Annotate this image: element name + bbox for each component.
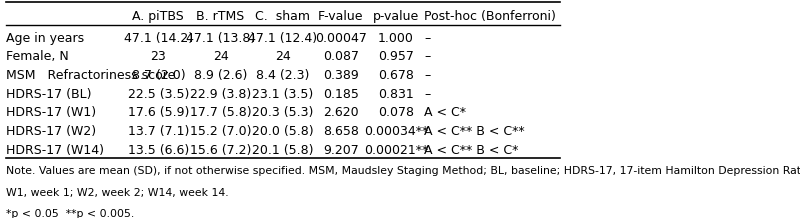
Text: Post-hoc (Bonferroni): Post-hoc (Bonferroni) [424, 10, 556, 23]
Text: 8.7 (2.0): 8.7 (2.0) [131, 69, 185, 82]
Text: –: – [424, 50, 430, 63]
Text: Age in years: Age in years [6, 32, 84, 44]
Text: 0.389: 0.389 [322, 69, 358, 82]
Text: 8.658: 8.658 [322, 125, 358, 138]
Text: Note. Values are mean (SD), if not otherwise specified. MSM, Maudsley Staging Me: Note. Values are mean (SD), if not other… [6, 166, 800, 176]
Text: –: – [424, 69, 430, 82]
Text: A < C** B < C*: A < C** B < C* [424, 144, 518, 157]
Text: 0.078: 0.078 [378, 106, 414, 119]
Text: 2.620: 2.620 [323, 106, 358, 119]
Text: 8.9 (2.6): 8.9 (2.6) [194, 69, 247, 82]
Text: 20.1 (5.8): 20.1 (5.8) [252, 144, 314, 157]
Text: 0.185: 0.185 [322, 88, 358, 101]
Text: 47.1 (14.2): 47.1 (14.2) [124, 32, 193, 44]
Text: *p < 0.05  **p < 0.005.: *p < 0.05 **p < 0.005. [6, 209, 134, 218]
Text: HDRS-17 (W14): HDRS-17 (W14) [6, 144, 104, 157]
Text: 13.5 (6.6): 13.5 (6.6) [128, 144, 189, 157]
Text: Female, N: Female, N [6, 50, 69, 63]
Text: 15.6 (7.2): 15.6 (7.2) [190, 144, 251, 157]
Text: HDRS-17 (W2): HDRS-17 (W2) [6, 125, 96, 138]
Text: HDRS-17 (W1): HDRS-17 (W1) [6, 106, 96, 119]
Text: 47.1 (13.8): 47.1 (13.8) [186, 32, 255, 44]
Text: 0.087: 0.087 [322, 50, 358, 63]
Text: A < C** B < C**: A < C** B < C** [424, 125, 525, 138]
Text: 47.1 (12.4): 47.1 (12.4) [248, 32, 318, 44]
Text: 9.207: 9.207 [322, 144, 358, 157]
Text: 20.3 (5.3): 20.3 (5.3) [252, 106, 314, 119]
Text: –: – [424, 32, 430, 44]
Text: 0.00034**: 0.00034** [364, 125, 428, 138]
Text: W1, week 1; W2, week 2; W14, week 14.: W1, week 1; W2, week 2; W14, week 14. [6, 188, 228, 198]
Text: 0.957: 0.957 [378, 50, 414, 63]
Text: 15.2 (7.0): 15.2 (7.0) [190, 125, 251, 138]
Text: –: – [424, 88, 430, 101]
Text: 17.6 (5.9): 17.6 (5.9) [128, 106, 189, 119]
Text: F-value: F-value [318, 10, 363, 23]
Text: 8.4 (2.3): 8.4 (2.3) [256, 69, 310, 82]
Text: C.  sham: C. sham [255, 10, 310, 23]
Text: 22.5 (3.5): 22.5 (3.5) [128, 88, 189, 101]
Text: 24: 24 [213, 50, 228, 63]
Text: MSM   Refractoriness score: MSM Refractoriness score [6, 69, 175, 82]
Text: 22.9 (3.8): 22.9 (3.8) [190, 88, 251, 101]
Text: 13.7 (7.1): 13.7 (7.1) [128, 125, 189, 138]
Text: HDRS-17 (BL): HDRS-17 (BL) [6, 88, 91, 101]
Text: 0.00021**: 0.00021** [364, 144, 428, 157]
Text: 23: 23 [150, 50, 166, 63]
Text: 17.7 (5.8): 17.7 (5.8) [190, 106, 251, 119]
Text: 0.831: 0.831 [378, 88, 414, 101]
Text: p-value: p-value [373, 10, 419, 23]
Text: 0.678: 0.678 [378, 69, 414, 82]
Text: B. rTMS: B. rTMS [196, 10, 245, 23]
Text: 24: 24 [275, 50, 290, 63]
Text: 1.000: 1.000 [378, 32, 414, 44]
Text: A. piTBS: A. piTBS [133, 10, 184, 23]
Text: 0.00047: 0.00047 [314, 32, 366, 44]
Text: 23.1 (3.5): 23.1 (3.5) [252, 88, 314, 101]
Text: A < C*: A < C* [424, 106, 466, 119]
Text: 20.0 (5.8): 20.0 (5.8) [252, 125, 314, 138]
